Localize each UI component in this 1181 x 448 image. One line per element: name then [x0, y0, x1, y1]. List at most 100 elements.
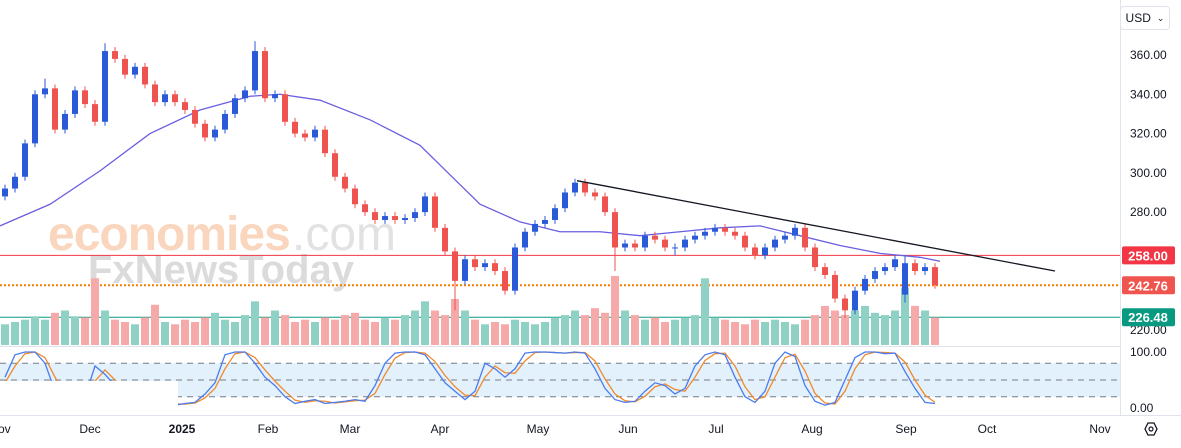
candle-body — [272, 94, 278, 99]
volume-bar — [1, 324, 9, 345]
candle-body — [42, 88, 48, 95]
candle-body — [702, 231, 708, 236]
currency-dropdown[interactable]: USD ⌄ — [1120, 6, 1170, 30]
candle-body — [842, 298, 848, 311]
candle-body — [752, 247, 758, 256]
time-tick-label: Aug — [801, 422, 822, 436]
time-tick-label: Jun — [618, 422, 637, 436]
volume-bar — [631, 315, 639, 345]
volume-bar — [181, 319, 189, 345]
volume-bar — [341, 315, 349, 345]
candle-body — [722, 227, 728, 232]
candle-body — [22, 143, 28, 177]
overlay-blank — [0, 381, 178, 411]
volume-bar — [731, 322, 739, 345]
volume-bar — [591, 308, 599, 345]
time-tick-label: Dec — [79, 422, 100, 436]
candle-body — [412, 212, 418, 219]
time-axis[interactable]: Nov Dec 2025 Feb Mar Apr May Jun Jul Aug Sep Oct Nov — [0, 422, 1111, 436]
price-tick-label: 320.00 — [1130, 127, 1167, 141]
price-tick-label: 340.00 — [1130, 87, 1167, 101]
watermark-brand1: economies — [48, 208, 290, 261]
candle-body — [852, 290, 858, 311]
candle-body — [532, 223, 538, 232]
candle-body — [922, 267, 928, 272]
candle-body — [712, 227, 718, 232]
volume-bar — [881, 315, 889, 345]
candle-body — [772, 239, 778, 248]
volume-bar — [271, 310, 279, 345]
volume-bar — [871, 312, 879, 345]
level-label-text: 226.48 — [1128, 310, 1168, 325]
candle-body — [782, 235, 788, 240]
candle-body — [242, 90, 248, 99]
candle-body — [732, 231, 738, 236]
candle-body — [462, 259, 468, 281]
volume-bar — [401, 315, 409, 345]
volume-bar — [381, 317, 389, 345]
price-axis[interactable]: 360.00 340.00 320.00 300.00 280.00 220.00 100.… — [1130, 48, 1167, 415]
candle-body — [452, 251, 458, 281]
time-tick-label: Mar — [340, 422, 361, 436]
volume-bar — [571, 310, 579, 345]
volume-bar — [891, 310, 899, 345]
volume-bar — [111, 319, 119, 345]
candle-body — [802, 227, 808, 248]
volume-bar — [841, 315, 849, 345]
candle-body — [502, 271, 508, 291]
candle-body — [492, 263, 498, 272]
candle-body — [582, 182, 588, 193]
volume-bar — [21, 319, 29, 345]
watermark-logo: economies .com FxNewsToday — [48, 208, 396, 292]
candle-body — [792, 227, 798, 236]
candle-body — [212, 129, 218, 138]
time-tick-label: Nov — [1089, 422, 1110, 436]
candle-body — [402, 218, 408, 220]
candle-body — [632, 243, 638, 248]
volume-bar — [191, 322, 199, 345]
volume-bar — [511, 319, 519, 345]
candle-body — [262, 51, 268, 99]
volume-bar — [71, 316, 79, 345]
candle-body — [2, 188, 8, 197]
price-tick-label: 220.00 — [1130, 323, 1167, 337]
volume-bar — [531, 324, 539, 345]
candle-body — [62, 113, 68, 130]
candle-body — [362, 204, 368, 213]
price-tick-label: 360.00 — [1130, 48, 1167, 62]
settings-button[interactable] — [1144, 422, 1158, 436]
volume-bar — [431, 310, 439, 345]
candle-body — [252, 51, 258, 91]
volume-bar — [161, 322, 169, 345]
volume-bar — [621, 310, 629, 345]
candle-body — [12, 176, 18, 189]
volume-bar — [801, 319, 809, 345]
volume-bar — [261, 317, 269, 345]
candle-body — [112, 51, 118, 59]
candle-body — [692, 235, 698, 240]
gear-icon — [1144, 422, 1158, 436]
candle-body — [482, 263, 488, 268]
volume-bar — [901, 287, 909, 345]
candle-body — [642, 235, 648, 248]
candle-body — [622, 243, 628, 248]
candle-body — [132, 66, 138, 75]
volume-bar — [311, 322, 319, 345]
time-tick-label: 2025 — [169, 422, 196, 436]
trendline[interactable] — [576, 180, 1056, 272]
volume-bar — [51, 312, 59, 345]
volume-bar — [31, 316, 39, 345]
candle-body — [392, 216, 398, 220]
candle-body — [52, 88, 58, 130]
volume-bar — [131, 324, 139, 345]
volume-bar — [481, 324, 489, 345]
volume-bar — [141, 317, 149, 345]
volume-bar — [661, 322, 669, 345]
candle-body — [72, 90, 78, 114]
volume-bar — [701, 278, 709, 345]
time-tick-label: Apr — [431, 422, 450, 436]
volume-bar — [771, 319, 779, 345]
volume-bar — [221, 319, 229, 345]
volume-bar — [281, 315, 289, 345]
